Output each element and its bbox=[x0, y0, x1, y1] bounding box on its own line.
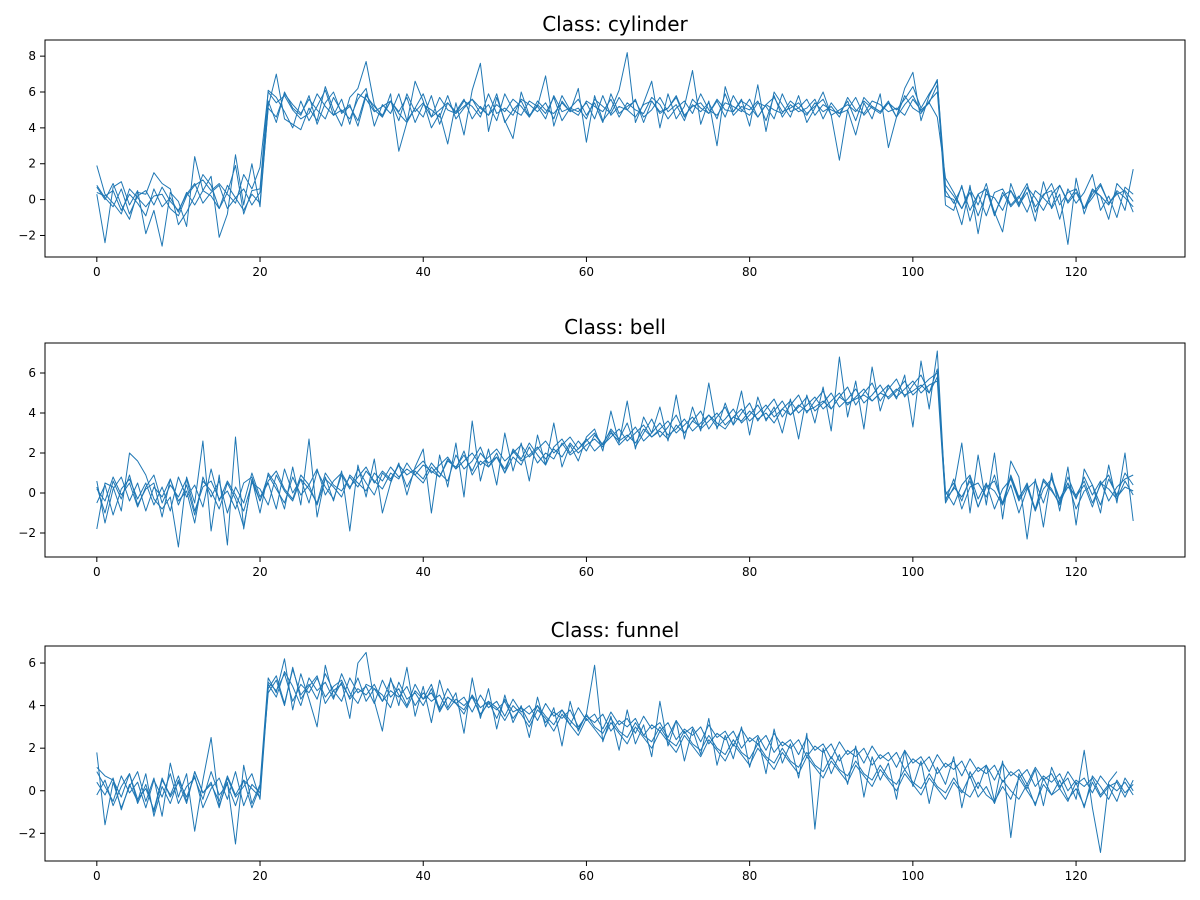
subplot-cylinder: Class: cylinder 0 20 40 60 80 100 120 −2 0 2 4 6 8 bbox=[18, 12, 1186, 279]
axes-frame bbox=[44, 645, 1186, 862]
series-layer bbox=[96, 350, 1134, 548]
y-tick-label: −2 bbox=[18, 228, 36, 242]
y-tick-label: 8 bbox=[28, 49, 36, 63]
axes-frame bbox=[44, 39, 1186, 258]
y-tick-label: 2 bbox=[28, 446, 36, 460]
y-tick-label: 4 bbox=[28, 121, 36, 135]
series-line-5 bbox=[96, 673, 1134, 809]
series-layer bbox=[96, 651, 1134, 853]
x-tick-label: 20 bbox=[252, 565, 267, 579]
x-tick-label: 20 bbox=[252, 869, 267, 883]
y-tick-label: −2 bbox=[18, 526, 36, 540]
y-tick-label: −2 bbox=[18, 826, 36, 840]
axes-layer: 0 20 40 60 80 100 120 −2 0 2 4 6 8 bbox=[18, 39, 1186, 279]
x-tick-label: 100 bbox=[901, 265, 924, 279]
y-tick-label: 2 bbox=[28, 157, 36, 171]
x-tick-label: 120 bbox=[1065, 869, 1088, 883]
axes-layer: 0 20 40 60 80 100 120 −2 0 2 4 6 bbox=[18, 645, 1186, 883]
series-line-4 bbox=[96, 93, 1134, 217]
series-line-3 bbox=[96, 380, 1134, 512]
y-tick-label: 0 bbox=[28, 193, 36, 207]
x-tick-label: 100 bbox=[901, 565, 924, 579]
y-tick-label: 6 bbox=[28, 656, 36, 670]
series-line-3 bbox=[96, 671, 1134, 817]
y-tick-label: 0 bbox=[28, 486, 36, 500]
series-layer bbox=[96, 52, 1134, 247]
subplot-title: Class: bell bbox=[564, 315, 666, 339]
x-tick-label: 120 bbox=[1065, 565, 1088, 579]
series-line-4 bbox=[96, 372, 1134, 516]
y-tick-label: 4 bbox=[28, 699, 36, 713]
x-tick-label: 0 bbox=[93, 565, 101, 579]
x-tick-label: 40 bbox=[416, 265, 431, 279]
x-tick-label: 60 bbox=[579, 869, 594, 883]
series-line-2 bbox=[96, 350, 1134, 548]
x-tick-label: 0 bbox=[93, 265, 101, 279]
x-tick-label: 60 bbox=[579, 265, 594, 279]
subplot-funnel: Class: funnel 0 20 40 60 80 100 120 −2 0 2 4 6 bbox=[18, 618, 1186, 883]
subplot-title: Class: funnel bbox=[551, 618, 680, 642]
subplot-bell: Class: bell 0 20 40 60 80 100 120 −2 0 2 4 6 bbox=[18, 315, 1186, 579]
x-tick-label: 40 bbox=[416, 869, 431, 883]
x-tick-label: 80 bbox=[742, 565, 757, 579]
series-line-5 bbox=[96, 91, 1134, 217]
y-tick-label: 0 bbox=[28, 784, 36, 798]
axes-layer: 0 20 40 60 80 100 120 −2 0 2 4 6 bbox=[18, 342, 1186, 579]
x-tick-label: 80 bbox=[742, 265, 757, 279]
subplot-title: Class: cylinder bbox=[542, 12, 688, 36]
x-tick-label: 60 bbox=[579, 565, 594, 579]
series-line-1 bbox=[96, 376, 1134, 528]
series-line-4 bbox=[96, 666, 1134, 811]
x-tick-label: 80 bbox=[742, 869, 757, 883]
x-tick-label: 120 bbox=[1065, 265, 1088, 279]
x-tick-label: 40 bbox=[416, 565, 431, 579]
series-line-2 bbox=[96, 52, 1134, 247]
y-tick-label: 6 bbox=[28, 366, 36, 380]
y-tick-label: 4 bbox=[28, 406, 36, 420]
series-line-5 bbox=[96, 368, 1134, 524]
axes-frame bbox=[44, 342, 1186, 558]
x-tick-label: 20 bbox=[252, 265, 267, 279]
y-tick-label: 6 bbox=[28, 85, 36, 99]
x-tick-label: 0 bbox=[93, 869, 101, 883]
x-tick-label: 100 bbox=[901, 869, 924, 883]
y-tick-label: 2 bbox=[28, 741, 36, 755]
